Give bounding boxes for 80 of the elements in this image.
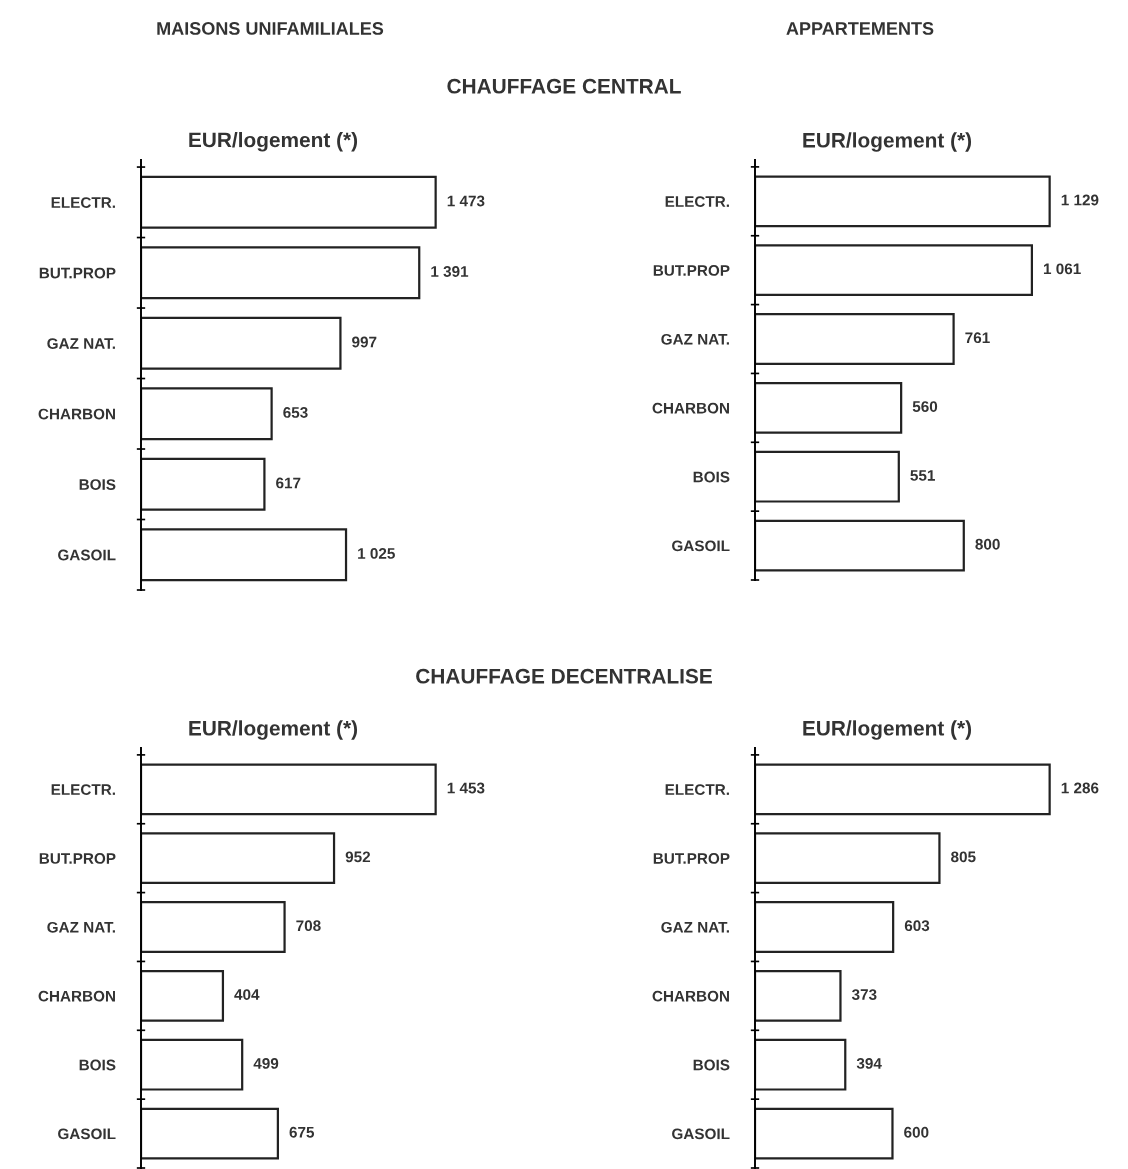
- y-tick-label: GASOIL: [58, 549, 116, 561]
- y-tick-label: CHARBON: [652, 990, 729, 1002]
- text: CHAUFFAGE CENTRAL: [447, 78, 681, 94]
- bar: [141, 457, 266, 511]
- bar: [141, 969, 225, 1022]
- y-tick-label: CHARBON: [38, 408, 115, 420]
- bar: [755, 313, 955, 365]
- y-tick-label: GASOIL: [672, 540, 730, 552]
- bar: [141, 1107, 279, 1160]
- y-tick-label: BUT.PROP: [653, 265, 730, 276]
- data-label: 373: [851, 989, 877, 1000]
- data-label: 761: [965, 332, 990, 344]
- y-tick-label: BOIS: [693, 1059, 730, 1071]
- y-tick-label: ELECTR.: [665, 784, 729, 795]
- y-tick-label: BOIS: [79, 479, 116, 490]
- y-tick-label: ELECTR.: [665, 196, 729, 207]
- data-label: 1 473: [447, 195, 485, 207]
- y-tick-label: GAZ NAT.: [661, 921, 729, 933]
- bar: [755, 969, 842, 1022]
- y-tick-label: ELECTR.: [51, 784, 115, 795]
- data-label: 805: [951, 851, 976, 863]
- data-label: 603: [904, 920, 930, 932]
- y-tick-label: CHARBON: [652, 402, 729, 414]
- bar: [141, 246, 421, 300]
- bar: [141, 763, 437, 816]
- x-axis-title: EUR/logement (*): [189, 720, 358, 740]
- bar: [755, 381, 903, 434]
- y-tick-label: BUT.PROP: [39, 853, 116, 864]
- y-tick-label: BUT.PROP: [653, 853, 730, 864]
- bar: [755, 901, 895, 953]
- data-label: 1 391: [431, 266, 469, 277]
- x-axis-title: EUR/logement (*): [189, 132, 358, 152]
- data-label: 952: [345, 851, 371, 863]
- y-tick-label: BOIS: [693, 471, 730, 483]
- data-label: 1 129: [1061, 194, 1099, 206]
- bar: [141, 1038, 244, 1091]
- bar: [755, 175, 1051, 228]
- data-label: 1 286: [1061, 782, 1099, 794]
- y-tick-label: BUT.PROP: [39, 267, 116, 279]
- bar: [755, 244, 1034, 297]
- x-axis-title: EUR/logement (*): [803, 132, 972, 152]
- bar: [755, 1038, 847, 1091]
- y-tick-label: CHARBON: [38, 990, 115, 1002]
- data-label: 617: [276, 477, 301, 489]
- bar: [755, 519, 965, 572]
- bar: [755, 1107, 894, 1160]
- y-tick-label: GAZ NAT.: [661, 333, 729, 345]
- chart-title: MAISONS UNIFAMILIALES: [157, 22, 384, 35]
- data-label: 1 061: [1043, 263, 1081, 275]
- bar: [141, 316, 342, 370]
- data-label: 675: [289, 1126, 315, 1138]
- data-label: 708: [296, 920, 321, 932]
- data-label: 394: [856, 1058, 882, 1069]
- data-label: 551: [910, 470, 935, 481]
- data-label: 997: [352, 336, 377, 348]
- chart-title: APPARTEMENTS: [786, 22, 934, 35]
- bar: [141, 832, 336, 885]
- data-label: 800: [975, 538, 1000, 550]
- bar: [755, 450, 900, 503]
- bar: [755, 832, 941, 885]
- data-label: 404: [234, 989, 260, 1000]
- data-label: 600: [904, 1126, 929, 1138]
- data-label: 653: [283, 407, 308, 418]
- y-tick-label: GAZ NAT.: [47, 338, 115, 349]
- bar: [141, 175, 437, 229]
- data-label: 1 025: [358, 548, 395, 559]
- bar: [141, 901, 286, 953]
- text: CHAUFFAGE DECENTRALISE: [416, 668, 712, 684]
- bar: [141, 528, 348, 582]
- y-tick-label: BOIS: [79, 1059, 116, 1071]
- data-label: 499: [253, 1058, 279, 1069]
- data-label: 560: [912, 401, 938, 412]
- data-label: 1 453: [447, 782, 485, 794]
- x-axis-title: EUR/logement (*): [803, 720, 972, 740]
- bar: [141, 387, 273, 441]
- y-tick-label: ELECTR.: [51, 197, 115, 208]
- y-tick-label: GASOIL: [672, 1128, 730, 1140]
- y-tick-label: GASOIL: [58, 1128, 116, 1140]
- y-tick-label: GAZ NAT.: [47, 921, 115, 933]
- bar: [755, 763, 1051, 816]
